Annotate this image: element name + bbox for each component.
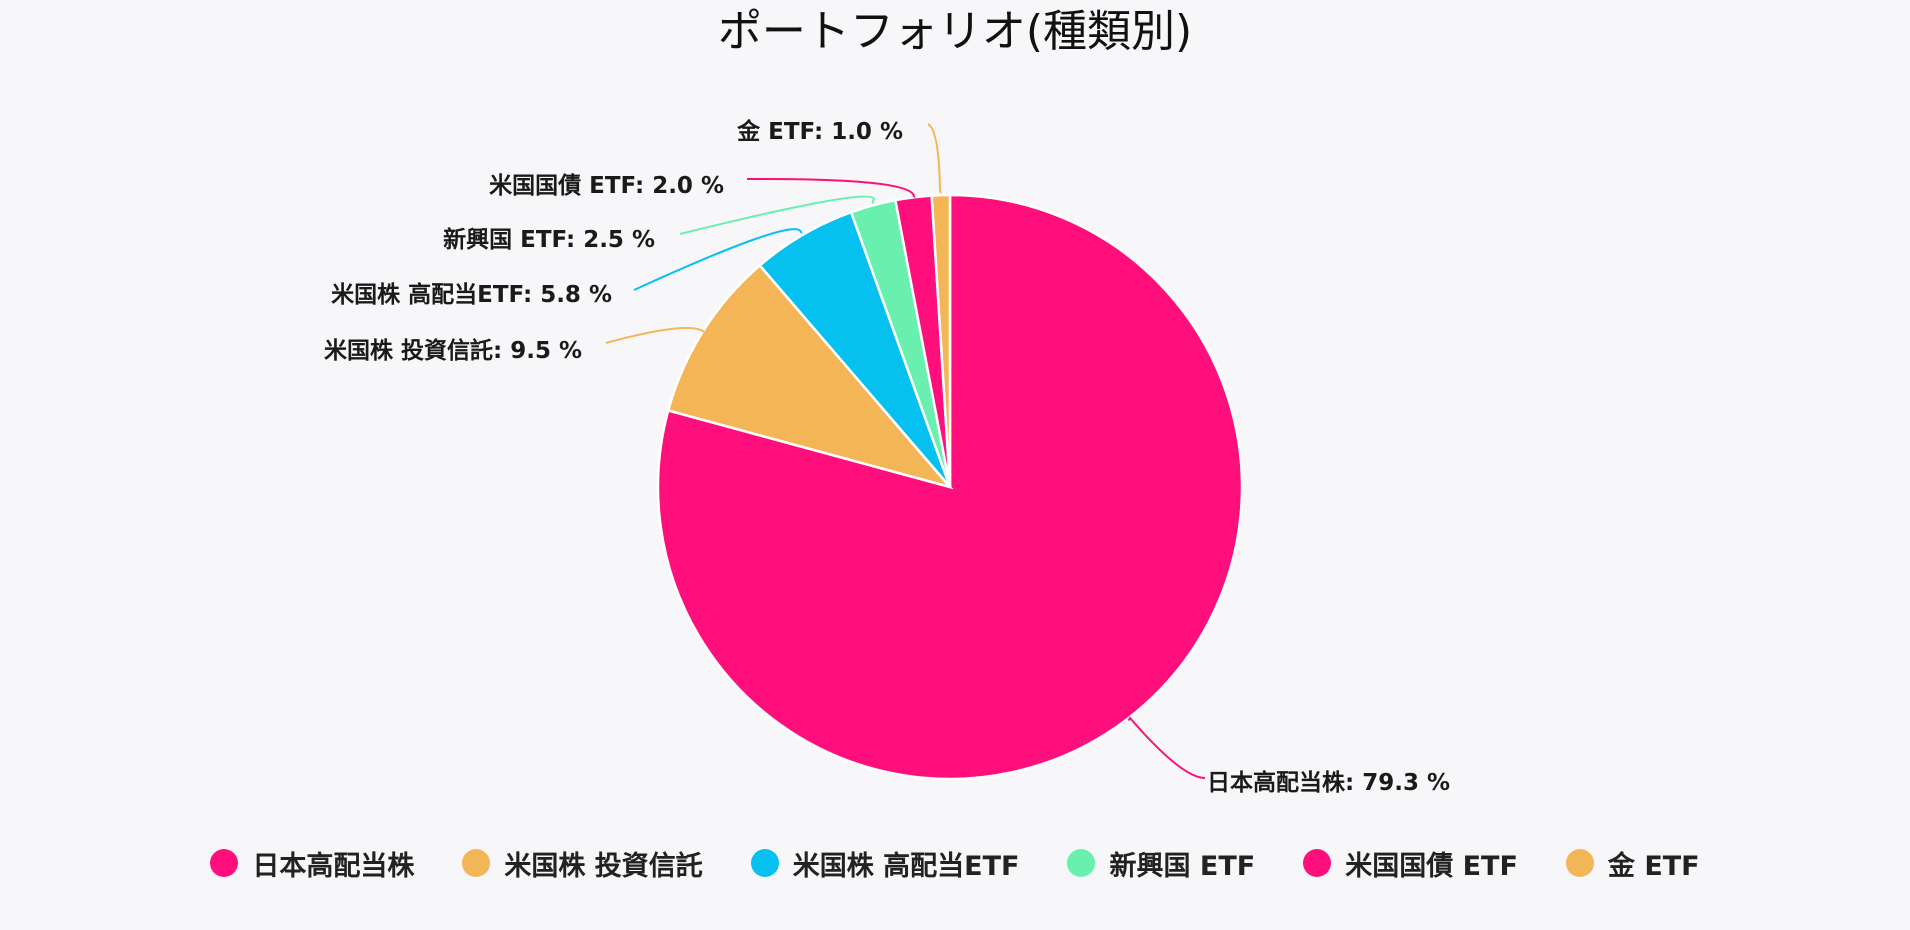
legend-dot [750, 849, 779, 877]
leader-line-4 [679, 195, 876, 235]
chart-title: ポートフォリオ(種類別) [717, 6, 1193, 57]
legend-label: 金 ETF [1607, 850, 1700, 882]
legend-dot [1565, 849, 1594, 877]
leader-line-2 [605, 326, 705, 344]
leader-lines [605, 123, 1206, 779]
slice-label-6: 金 ETF: 1.0 % [736, 118, 903, 145]
slice-label-1: 日本高配当株: 79.3 % [1207, 769, 1450, 796]
legend-label: 米国株 投資信託 [504, 850, 703, 882]
slice-label-5: 米国国債 ETF: 2.0 % [489, 173, 724, 199]
legend-item-2[interactable]: 米国株 投資信託 [462, 844, 703, 883]
legend-label: 米国株 高配当ETF [792, 850, 1020, 882]
legend-item-4[interactable]: 新興国 ETF [1067, 844, 1255, 883]
legend-dot [210, 849, 239, 877]
slice-label-3: 米国株 高配当ETF: 5.8 % [331, 281, 612, 308]
legend-dot [462, 849, 491, 877]
legend-label: 日本高配当株 [252, 850, 415, 882]
legend-label: 米国国債 ETF [1345, 850, 1518, 882]
legend-label: 新興国 ETF [1109, 850, 1256, 882]
slice-labels: 日本高配当株: 79.3 % 米国株 投資信託: 9.5 % 米国株 高配当ETF:… [324, 118, 1450, 796]
legend-item-5[interactable]: 米国国債 ETF [1303, 844, 1518, 883]
leader-line-1 [1127, 716, 1206, 779]
legend: 日本高配当株 米国株 投資信託 米国株 高配当ETF 新興国 ETF 米国国債 ETF 金… [0, 843, 1910, 883]
legend-item-6[interactable]: 金 ETF [1565, 844, 1700, 883]
leader-line-6 [927, 123, 942, 194]
legend-dot [1067, 849, 1096, 877]
legend-dot [1303, 849, 1332, 877]
pie-slices [656, 193, 1244, 781]
slice-label-4: 新興国 ETF: 2.5 % [443, 226, 655, 253]
legend-item-1[interactable]: 日本高配当株 [210, 844, 414, 883]
leader-line-5 [746, 177, 916, 199]
slice-label-2: 米国株 投資信託: 9.5 % [324, 337, 582, 364]
leader-line-3 [633, 228, 803, 291]
legend-item-3[interactable]: 米国株 高配当ETF [750, 844, 1020, 883]
pie-slice-6[interactable] [930, 193, 952, 488]
